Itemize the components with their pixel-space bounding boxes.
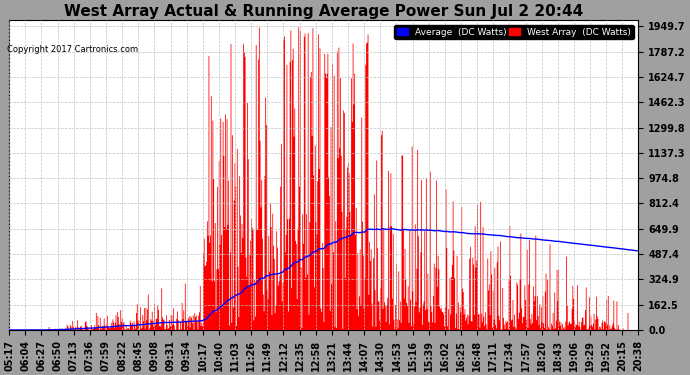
Text: Copyright 2017 Cartronics.com: Copyright 2017 Cartronics.com [7,45,138,54]
Title: West Array Actual & Running Average Power Sun Jul 2 20:44: West Array Actual & Running Average Powe… [64,4,584,19]
Legend: Average  (DC Watts), West Array  (DC Watts): Average (DC Watts), West Array (DC Watts… [394,25,634,39]
